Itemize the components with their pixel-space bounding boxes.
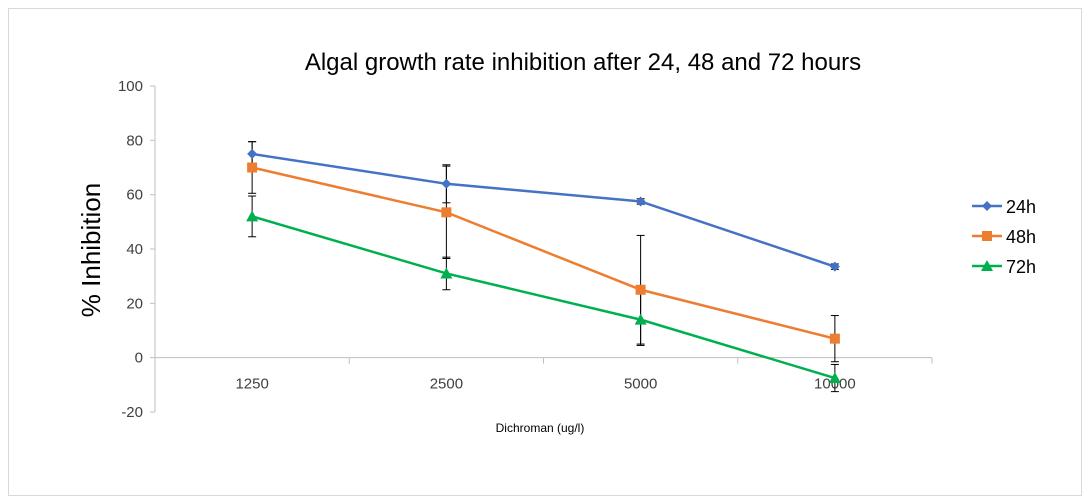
y-tick-label: 0 [135, 350, 143, 367]
series-line-48h [251, 166, 836, 340]
data-point-48h [829, 333, 840, 344]
x-tick-label: 2500 [430, 376, 463, 393]
data-point-48h [635, 284, 646, 295]
x-axis-label: Dichroman (ug/l) [496, 421, 585, 435]
y-tick-label: 40 [126, 241, 143, 258]
data-point-24h [635, 196, 646, 207]
x-tick-label: 1250 [235, 376, 268, 393]
x-tick-label: 5000 [624, 376, 657, 393]
series-lines [251, 152, 836, 380]
data-point-48h [441, 207, 452, 218]
legend-label-72h: 72h [1006, 257, 1036, 277]
series-markers [246, 148, 841, 384]
chart-title: Algal growth rate inhibition after 24, 4… [305, 49, 861, 76]
y-tick-label: 60 [126, 187, 143, 204]
y-tick-label: 100 [118, 78, 143, 95]
legend-marker-72h [981, 260, 993, 271]
data-point-72h [440, 267, 453, 279]
legend-label-24h: 24h [1006, 197, 1036, 217]
data-point-24h [247, 148, 258, 159]
data-point-72h [246, 210, 259, 222]
data-point-24h [441, 178, 452, 189]
data-point-72h [828, 372, 841, 384]
data-point-24h [829, 261, 840, 272]
legend: 24h 48h 72h [972, 197, 1036, 277]
legend-marker-24h [982, 201, 992, 211]
legend-marker-48h [982, 231, 992, 241]
error-bars [248, 141, 839, 393]
legend-label-48h: 48h [1006, 227, 1036, 247]
data-point-48h [247, 162, 258, 173]
data-point-72h [634, 313, 647, 325]
y-tick-label: 20 [126, 295, 143, 312]
series-line-72h [251, 215, 836, 380]
y-tick-label: -20 [121, 404, 143, 421]
y-tick-label: 80 [126, 132, 143, 149]
y-axis-label: % Inhibition [76, 183, 106, 317]
series-line-24h [251, 152, 836, 268]
